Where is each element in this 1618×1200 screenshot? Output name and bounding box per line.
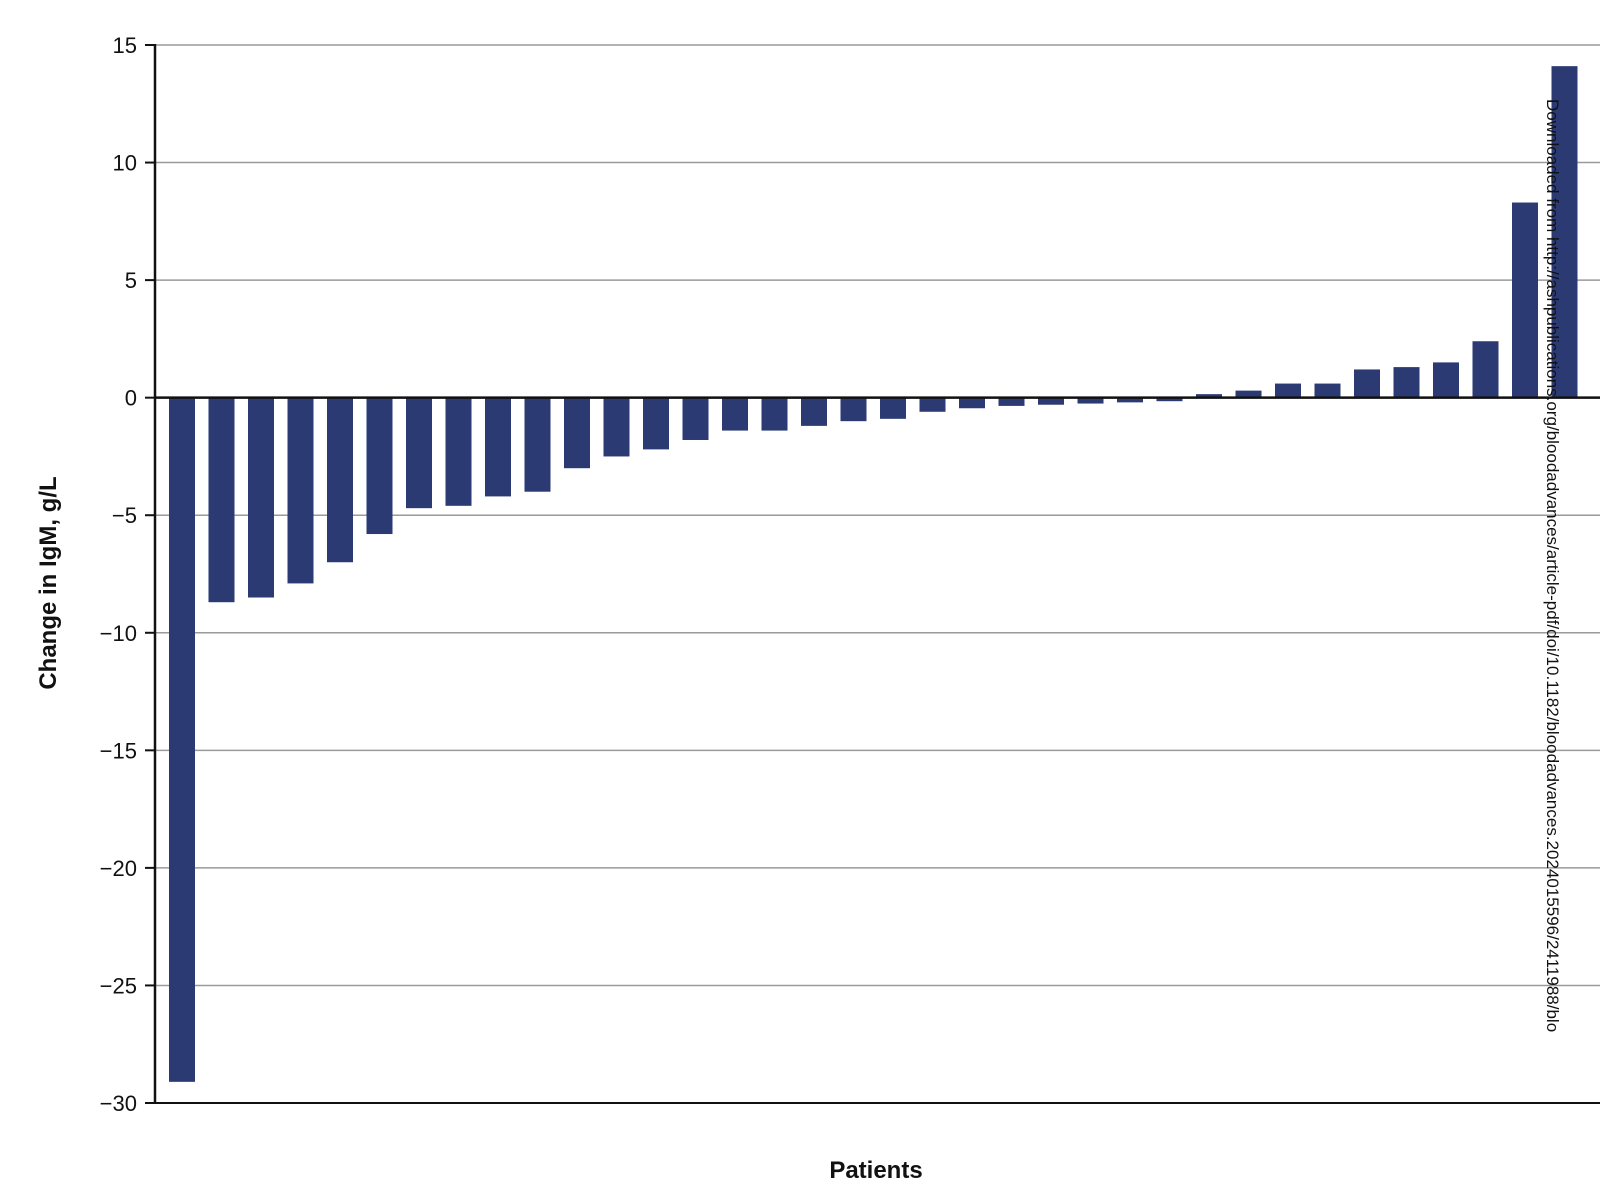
y-tick-label: 15 bbox=[113, 33, 137, 58]
bar bbox=[1156, 397, 1183, 402]
bar bbox=[959, 397, 985, 409]
bar bbox=[1275, 383, 1301, 398]
y-axis-label: Change in IgM, g/L bbox=[35, 476, 62, 689]
bar bbox=[524, 397, 551, 492]
bar bbox=[919, 397, 946, 412]
y-tick-label: 10 bbox=[113, 151, 137, 176]
bar bbox=[1433, 362, 1459, 398]
bar bbox=[682, 397, 709, 440]
watermark-text: Downloaded from http://ashpublications.o… bbox=[1543, 99, 1562, 1033]
y-tick-label: −15 bbox=[100, 738, 137, 763]
bar bbox=[840, 397, 867, 422]
bar bbox=[287, 397, 314, 584]
bar bbox=[564, 397, 590, 469]
x-axis-label: Patients bbox=[829, 1157, 922, 1184]
bar bbox=[801, 397, 827, 426]
y-tick-label: −25 bbox=[100, 973, 137, 998]
y-tick-labels: 15 10 5 0 −5 −10 −15 −20 −25 −30 bbox=[100, 33, 137, 1116]
bar bbox=[445, 397, 472, 506]
bar bbox=[1512, 202, 1538, 398]
bar bbox=[1235, 390, 1262, 398]
y-tick-label: 0 bbox=[125, 386, 137, 411]
bar bbox=[722, 397, 748, 431]
bar bbox=[169, 397, 195, 1082]
bar bbox=[1117, 397, 1143, 403]
bar bbox=[327, 397, 353, 563]
y-tick-label: −30 bbox=[100, 1091, 137, 1116]
y-tick-label: −5 bbox=[112, 503, 137, 528]
bar bbox=[603, 397, 630, 457]
y-tick-label: −20 bbox=[100, 856, 137, 881]
bar bbox=[998, 397, 1025, 406]
axes bbox=[145, 44, 1600, 1104]
y-tick-label: −10 bbox=[100, 621, 137, 646]
grid-lines bbox=[155, 44, 1600, 1104]
y-tick-label: 5 bbox=[125, 268, 137, 293]
bars bbox=[169, 66, 1578, 1082]
bar bbox=[880, 397, 906, 419]
bar bbox=[761, 397, 788, 431]
bar bbox=[1196, 394, 1222, 398]
bar bbox=[1314, 383, 1341, 398]
bar bbox=[366, 397, 393, 535]
bar bbox=[643, 397, 669, 450]
bar bbox=[1038, 397, 1064, 405]
bar bbox=[1551, 66, 1578, 398]
bar bbox=[1077, 397, 1104, 404]
bar bbox=[1472, 341, 1499, 398]
bar bbox=[1354, 369, 1380, 398]
bar bbox=[485, 397, 511, 497]
bar bbox=[406, 397, 432, 509]
bar bbox=[208, 397, 235, 603]
bar bbox=[1393, 367, 1420, 398]
bar bbox=[248, 397, 274, 598]
